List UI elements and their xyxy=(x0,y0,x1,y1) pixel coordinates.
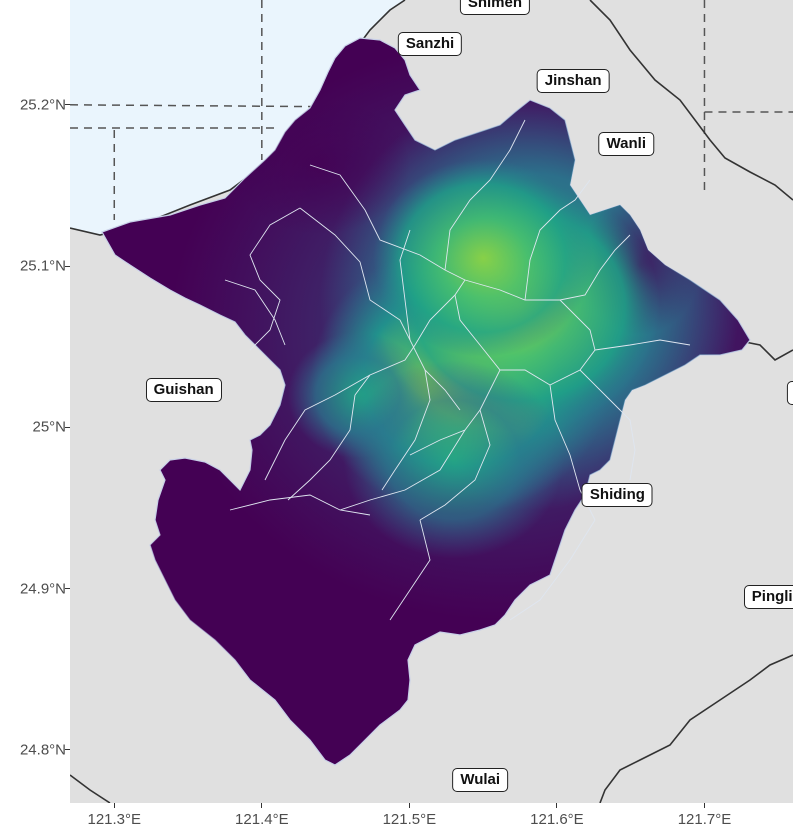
place-label-wulai: Wulai xyxy=(452,768,509,793)
y-tick-label: 25.2°N xyxy=(19,96,66,114)
y-tick-mark xyxy=(65,265,70,267)
place-label-jinshan: Jinshan xyxy=(536,68,610,93)
place-label-wanli: Wanli xyxy=(598,131,654,156)
graticule xyxy=(70,0,793,220)
density-peak xyxy=(373,159,594,357)
place-label-sanzhi: Sanzhi xyxy=(397,31,463,56)
place-label-pi: Pi xyxy=(786,381,793,406)
place-label-guishan: Guishan xyxy=(145,378,222,403)
density-peak xyxy=(343,360,564,559)
district-borders xyxy=(224,119,691,621)
y-tick-mark xyxy=(65,104,70,106)
graticule-line xyxy=(70,104,346,108)
x-tick-mark xyxy=(556,803,558,808)
x-tick-label: 121.6°E xyxy=(530,811,584,828)
y-tick-mark xyxy=(65,749,70,751)
y-tick-mark xyxy=(65,426,70,428)
x-tick-label: 121.3°E xyxy=(87,811,142,828)
x-tick-mark xyxy=(703,803,705,808)
place-label-shiding: Shiding xyxy=(581,483,653,508)
x-tick-mark xyxy=(113,803,115,808)
y-tick-label: 25.1°N xyxy=(19,257,66,275)
y-tick-label: 24.8°N xyxy=(19,741,66,759)
place-label-shimen: Shimen xyxy=(459,0,531,16)
place-label-pinglin: Pinglin xyxy=(743,584,793,609)
y-tick-mark xyxy=(65,588,70,590)
map-canvas[interactable] xyxy=(70,0,793,803)
x-tick-label: 121.5°E xyxy=(382,811,437,828)
y-tick-label: 25°N xyxy=(32,418,66,436)
y-tick-label: 24.9°N xyxy=(19,580,66,598)
x-tick-label: 121.4°E xyxy=(235,811,289,828)
map-panel[interactable]: Shimen Sanzhi Jinshan Wanli Guishan Pi Shiding… xyxy=(70,0,793,803)
x-tick-mark xyxy=(408,803,410,808)
x-tick-mark xyxy=(261,803,263,808)
x-tick-label: 121.7°E xyxy=(677,811,732,828)
